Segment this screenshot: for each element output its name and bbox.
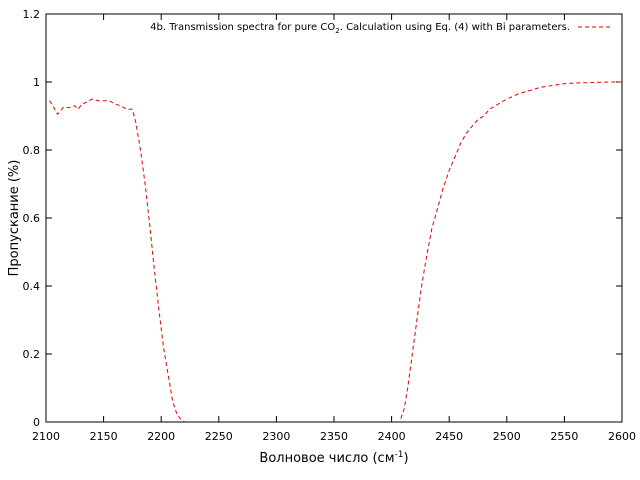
x-tick-label-6: 2400	[378, 430, 406, 443]
x-tick-label-4: 2300	[262, 430, 290, 443]
x-tick-label-8: 2500	[493, 430, 521, 443]
x-tick-label-0: 2100	[32, 430, 60, 443]
series-0-line-0	[49, 98, 186, 423]
legend: 4b. Transmission spectra for pure CO2. C…	[150, 22, 610, 35]
x-tick-label-2: 2200	[147, 430, 175, 443]
y-tick-label-6: 1.2	[23, 8, 41, 21]
x-axis-title: Волновое число (см-1)	[259, 450, 408, 466]
plot-frame	[45, 13, 623, 423]
y-tick-label-5: 1	[33, 76, 40, 89]
x-tick-label-5: 2350	[320, 430, 348, 443]
y-tick-label-0: 0	[33, 416, 40, 429]
x-tick-label-7: 2450	[435, 430, 463, 443]
y-tick-label-4: 0.8	[23, 144, 41, 157]
x-tick-label-9: 2550	[550, 430, 578, 443]
y-tick-label-2: 0.4	[23, 280, 41, 293]
legend-label: 4b. Transmission spectra for pure CO2. C…	[150, 22, 570, 35]
x-tick-label-10: 2600	[608, 430, 636, 443]
axis-ticks: 2100 2150 2200 2250 2300 2350 2400 2450 2500 2550…	[23, 8, 637, 443]
y-axis-title: Пропускание (%)	[7, 160, 22, 277]
y-tick-label-1: 0.2	[23, 348, 41, 361]
series-0-line-1	[400, 81, 622, 419]
series-layer	[49, 81, 622, 423]
y-tick-label-3: 0.6	[23, 212, 41, 225]
x-tick-label-1: 2150	[90, 430, 118, 443]
x-tick-label-3: 2250	[205, 430, 233, 443]
